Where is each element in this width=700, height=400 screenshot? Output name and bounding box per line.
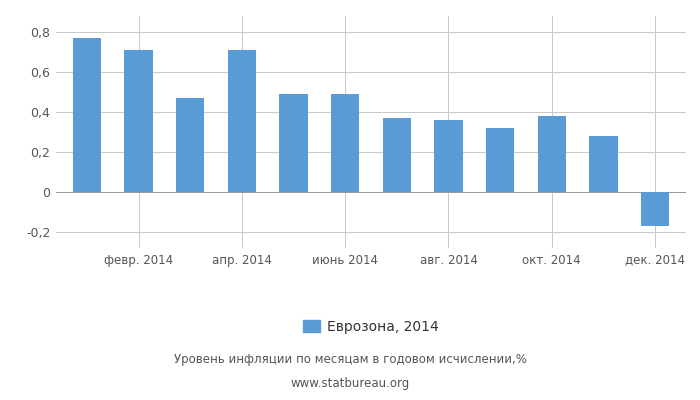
Bar [176, 98, 204, 192]
Bar [538, 116, 566, 192]
Bar [640, 192, 669, 226]
Bar [279, 94, 308, 192]
Bar [73, 38, 102, 192]
Text: Уровень инфляции по месяцам в годовом исчислении,%: Уровень инфляции по месяцам в годовом ис… [174, 354, 526, 366]
Text: www.statbureau.org: www.statbureau.org [290, 378, 410, 390]
Bar [383, 118, 411, 192]
Bar [486, 128, 514, 192]
Legend: Еврозона, 2014: Еврозона, 2014 [303, 320, 439, 334]
Bar [125, 50, 153, 192]
Bar [434, 120, 463, 192]
Bar [589, 136, 617, 192]
Bar [331, 94, 359, 192]
Bar [228, 50, 256, 192]
